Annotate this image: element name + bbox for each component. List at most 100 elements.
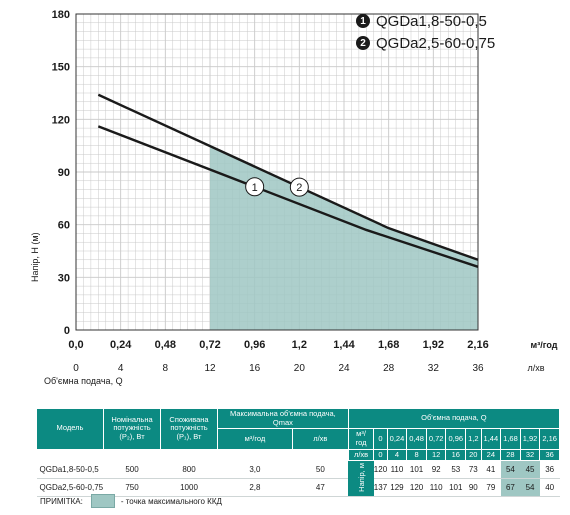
curve-marker-label-1: 1: [252, 182, 258, 194]
y-tick-label: 60: [58, 220, 70, 232]
th-flow-m3h-unit: м³/год: [347, 428, 375, 450]
cell-head: 92: [426, 460, 446, 480]
th-flow-lmin: 28: [500, 448, 521, 462]
x-tick-label-m3h: 1,44: [333, 339, 355, 351]
y-tick-label: 180: [52, 9, 70, 21]
th-flow-lmin: 8: [406, 448, 427, 462]
th-flow-m3h: 0,48: [406, 428, 427, 450]
cell-qmax-lmin: 50: [292, 460, 349, 480]
x-axis-label: Об'ємна подача, Q: [44, 376, 123, 386]
note-swatch: [90, 494, 115, 508]
legend-marker-2: 2: [356, 36, 370, 50]
x-tick-label-m3h: 1,68: [378, 339, 399, 351]
series-line-2: [97, 93, 479, 261]
th-consumed-power: Споживана потужність (P₁), Вт: [160, 408, 218, 450]
x-tick-label-lmin: 12: [204, 363, 216, 374]
cell-qmax-m3h: 2,8: [217, 478, 293, 498]
th-flow-lmin: 36: [539, 448, 560, 462]
cell-model: QGDa2,5-60-0,75: [36, 478, 104, 498]
th-flow-m3h: 0,72: [425, 428, 447, 450]
y-tick-label: 120: [52, 114, 70, 126]
x-tick-label-m3h: 0,96: [244, 339, 265, 351]
x-tick-label-lmin: 16: [249, 363, 261, 374]
note-text: - точка максимального ККД: [120, 496, 222, 506]
note-label: ПРИМІТКА:: [40, 496, 83, 506]
cell-head: 41: [481, 460, 501, 480]
th-nominal-power: Номінальна потужність (P₂), Вт: [103, 408, 161, 450]
x-tick-label-lmin: 20: [294, 363, 306, 374]
cell-head: 90: [465, 478, 482, 498]
cell-p1: 1000: [160, 478, 218, 498]
x-tick-label-m3h: 2,16: [467, 339, 488, 351]
x-tick-label-lmin: 4: [118, 363, 124, 374]
cell-head: 101: [445, 478, 466, 498]
cell-head-highlight: 45: [520, 460, 540, 480]
table-row: QGDa2,5-60-0,75 750 1000 2,8 47 137 129 …: [36, 478, 560, 498]
cell-head-highlight: 54: [520, 478, 540, 498]
cell-head: 101: [406, 460, 427, 480]
curve-marker-1: [245, 177, 265, 197]
cell-head-label: Напір, м: [348, 460, 374, 498]
cell-qmax-m3h: 3,0: [217, 460, 293, 480]
cell-head: 36: [539, 460, 560, 480]
th-flow-lmin: 32: [519, 448, 541, 462]
cell-model: QGDa1,8-50-0,5: [36, 460, 104, 480]
y-tick-label: 30: [58, 272, 70, 284]
x-unit-m3h: м³/год: [531, 340, 558, 350]
th-flow-m3h: 0,24: [386, 428, 408, 450]
cell-head: 120: [373, 460, 388, 480]
th-flow-m3h: 1,68: [500, 428, 521, 450]
th-flow-m3h: 0: [373, 428, 388, 450]
cell-p2: 500: [103, 460, 161, 480]
legend-label-1: QGDa1,8-50-0,5: [376, 12, 487, 30]
x-tick-label-m3h: 1,2: [292, 339, 307, 351]
y-tick-label: 0: [64, 325, 70, 337]
th-flow-lmin-unit: л/хв: [347, 448, 375, 462]
head-flow-chart: 1 203060901201501800,000,2440,4880,72120,…: [30, 9, 558, 386]
th-flow-lmin: 0: [373, 448, 388, 462]
x-tick-label-lmin: 36: [472, 363, 484, 374]
cell-head: 137: [373, 478, 388, 498]
spec-table: Модель Номінальна потужність (P₂), Вт Сп…: [36, 407, 561, 498]
cell-head-highlight: 54: [500, 460, 521, 480]
x-tick-label-lmin: 32: [428, 363, 440, 374]
th-qmax-lmin: л/хв: [291, 428, 349, 450]
x-tick-label-lmin: 8: [163, 363, 169, 374]
th-flow-lmin: 16: [445, 448, 467, 462]
cell-qmax-lmin: 47: [292, 478, 349, 498]
cell-head: 110: [387, 460, 407, 480]
x-tick-label-lmin: 24: [338, 363, 350, 374]
th-flow-lmin: 4: [386, 448, 408, 462]
cell-head-highlight: 67: [500, 478, 521, 498]
cell-head: 110: [426, 478, 446, 498]
cell-head: 53: [445, 460, 466, 480]
y-tick-label: 150: [52, 62, 70, 74]
curve-marker-label-2: 2: [296, 182, 302, 194]
x-tick-label-m3h: 0,24: [110, 339, 132, 351]
x-tick-label-lmin: 0: [73, 363, 79, 374]
x-tick-label-m3h: 0,72: [199, 339, 220, 351]
series-line-1: [97, 125, 479, 268]
legend-item-2: 2 QGDa2,5-60-0,75: [356, 32, 566, 54]
x-tick-label-m3h: 1,92: [423, 339, 444, 351]
cell-p1: 800: [160, 460, 218, 480]
y-tick-label: 90: [58, 167, 70, 179]
legend-item-1: 1 QGDa1,8-50-0,5: [356, 10, 566, 32]
th-flow-m3h: 1,44: [480, 428, 502, 450]
plot-frame: [75, 13, 479, 331]
cell-head: 120: [406, 478, 427, 498]
cell-head: 40: [539, 478, 560, 498]
x-tick-label-m3h: 0,48: [155, 339, 176, 351]
th-model: Модель: [36, 408, 104, 450]
th-flow-m3h: 1,92: [519, 428, 541, 450]
th-flow-lmin: 12: [425, 448, 447, 462]
cell-p2: 750: [103, 478, 161, 498]
legend-marker-1: 1: [356, 14, 370, 28]
x-tick-label-m3h: 0,0: [68, 339, 83, 351]
note: ПРИМІТКА: - точка максимального ККД: [40, 494, 222, 508]
th-flow: Об'ємна подача, Q: [347, 407, 561, 430]
legend-label-2: QGDa2,5-60-0,75: [376, 34, 496, 52]
cell-head: 73: [465, 460, 482, 480]
th-max-flow: Максимальна об'ємна подача, Qmax: [217, 407, 349, 430]
cell-head: 79: [481, 478, 501, 498]
